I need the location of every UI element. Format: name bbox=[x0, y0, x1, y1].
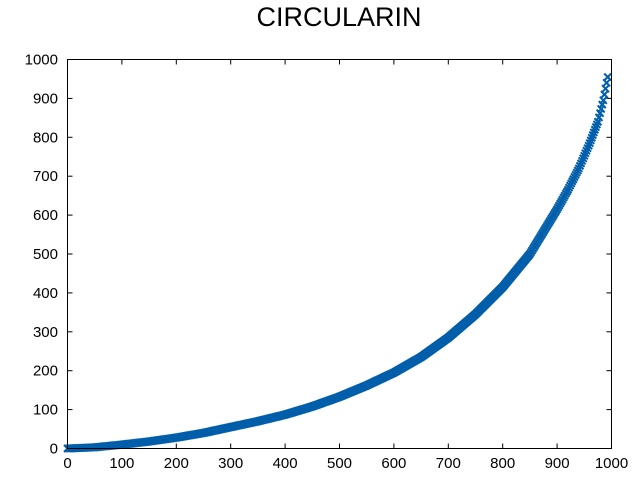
y-tick-label: 500 bbox=[33, 246, 58, 263]
x-tick-label: 200 bbox=[164, 455, 189, 472]
x-tick-label: 700 bbox=[436, 455, 461, 472]
y-tick-label: 100 bbox=[33, 402, 58, 419]
x-tick-label: 500 bbox=[327, 455, 352, 472]
x-tick-label: 100 bbox=[109, 455, 134, 472]
chart-title: CIRCULARIN bbox=[256, 2, 421, 32]
y-tick-label: 1000 bbox=[25, 52, 58, 69]
y-tick-label: 700 bbox=[33, 168, 58, 185]
x-tick-label: 300 bbox=[218, 455, 243, 472]
y-tick-label: 300 bbox=[33, 324, 58, 341]
y-tick-label: 400 bbox=[33, 285, 58, 302]
x-tick-label: 400 bbox=[273, 455, 298, 472]
y-tick-label: 800 bbox=[33, 129, 58, 146]
data-point bbox=[603, 72, 612, 82]
x-tick-label: 1000 bbox=[595, 455, 628, 472]
y-tick-label: 600 bbox=[33, 207, 58, 224]
plot-frame bbox=[67, 59, 612, 449]
x-tick-label: 800 bbox=[490, 455, 515, 472]
x-tick-label: 0 bbox=[63, 455, 71, 472]
y-tick-label: 900 bbox=[33, 90, 58, 107]
ticks-layer: 0 100 200 300 400 500 600 700 800 900 1000 0 100 200 3… bbox=[25, 52, 629, 473]
y-tick-label: 0 bbox=[50, 441, 58, 458]
x-tick-label: 600 bbox=[381, 455, 406, 472]
x-tick-label: 900 bbox=[545, 455, 570, 472]
data-points bbox=[63, 72, 612, 453]
y-tick-label: 200 bbox=[33, 363, 58, 380]
